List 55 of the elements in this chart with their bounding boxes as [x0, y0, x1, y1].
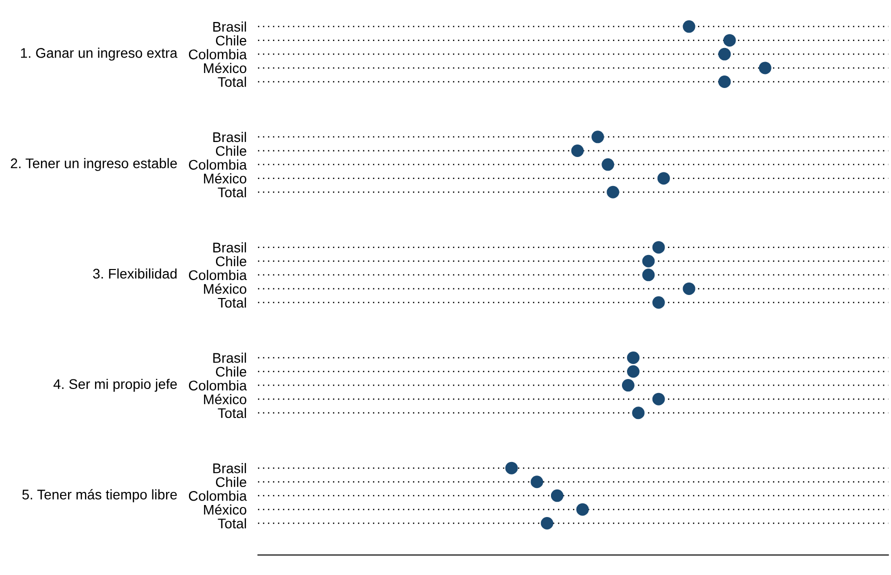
point — [657, 172, 670, 185]
y-tick-label: Total — [218, 76, 246, 87]
y-tick-label: Brasil — [213, 22, 246, 32]
point — [602, 158, 614, 171]
y-tick-label: Colombia — [188, 490, 247, 501]
y-tick-label: Total — [218, 408, 246, 418]
point — [682, 282, 696, 295]
point — [550, 489, 564, 502]
point — [632, 406, 645, 420]
point — [592, 130, 604, 144]
y-tick-label: México — [204, 173, 246, 184]
text: 2. Tener un ingreso estable — [10, 158, 177, 172]
text: 1. Ganar un ingreso extra — [21, 48, 178, 61]
point — [682, 20, 696, 33]
y-tick-label: Colombia — [188, 270, 247, 280]
point — [627, 365, 640, 378]
point — [642, 268, 655, 282]
point — [606, 186, 620, 198]
point — [627, 351, 640, 364]
y-tick-label: México — [204, 284, 246, 294]
point — [652, 392, 665, 406]
point — [718, 75, 731, 88]
text: 5. Tener más tiempo libre — [22, 489, 177, 502]
point — [718, 48, 731, 60]
point — [758, 62, 772, 74]
y-tick-label: Colombia — [188, 380, 247, 390]
text: 3. Flexibilidad — [93, 268, 177, 279]
point — [622, 379, 634, 392]
y-tick-label: Brasil — [213, 352, 246, 363]
point — [642, 254, 655, 268]
point — [505, 462, 518, 474]
point — [652, 241, 665, 254]
y-tick-label: Brasil — [213, 132, 246, 142]
point — [540, 517, 554, 530]
y-tick-label: Chile — [216, 366, 246, 377]
y-tick-label: Chile — [216, 146, 246, 156]
y-tick-label: Total — [218, 187, 246, 198]
y-tick-label: Chile — [216, 476, 246, 488]
point — [652, 296, 665, 309]
point — [576, 503, 589, 516]
y-tick-label: México — [204, 394, 246, 404]
y-tick-label: Brasil — [213, 463, 246, 474]
y-tick-label: Colombia — [188, 49, 247, 60]
y-tick-label: Chile — [216, 35, 246, 46]
y-tick-label: México — [204, 504, 246, 515]
y-tick-label: Brasil — [213, 242, 246, 252]
y-tick-label: Colombia — [188, 160, 247, 170]
y-tick-label: Total — [218, 518, 246, 528]
text: 4. Ser mi propio jefe — [53, 378, 177, 392]
y-tick-label: México — [204, 62, 246, 74]
point — [723, 34, 736, 47]
point — [530, 476, 544, 488]
point — [571, 144, 584, 157]
y-tick-label: Total — [218, 297, 246, 308]
y-tick-label: Chile — [216, 256, 246, 266]
